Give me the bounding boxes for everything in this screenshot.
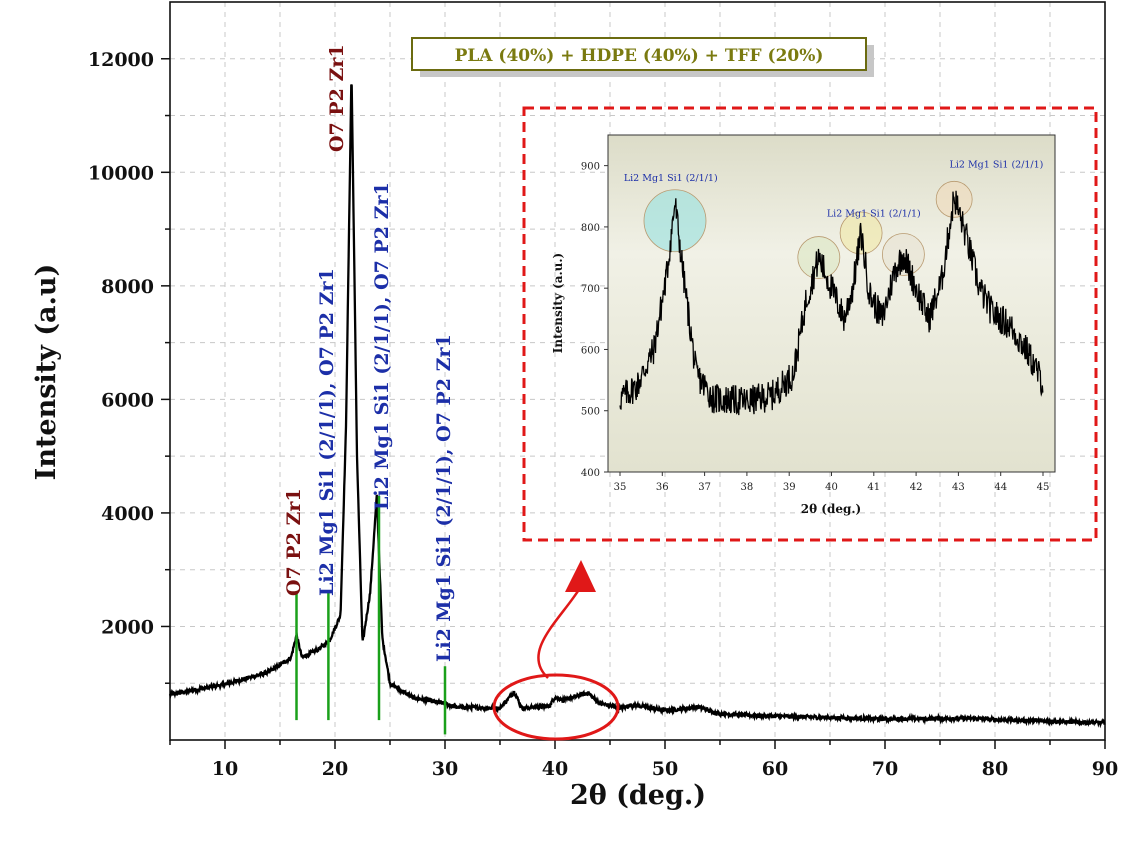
inset-x-tick-label: 45	[1037, 482, 1050, 493]
inset-x-tick-label: 43	[952, 482, 965, 493]
y-tick-label: 10000	[88, 162, 154, 184]
inset-series-line	[619, 190, 1044, 416]
peak-label: Li2 Mg1 Si1 (2/1/1), O7 P2 Zr1	[371, 182, 393, 510]
main-ticks: 10 20 30 40 50 60 70 80 90 2000 4000 6000 8000 10000 1…	[88, 49, 1118, 780]
inset-y-tick-label: 600	[581, 345, 600, 356]
y-axis-title: Intensity (a.u)	[31, 264, 62, 481]
inset-chart: 35 36 37 38 39 40 41 42 43 44 45 400 500 600 700 800 900…	[551, 134, 1056, 516]
main-grid	[170, 2, 1105, 740]
zoom-arrow-head	[565, 560, 596, 592]
inset-dashed-box	[522, 106, 1098, 542]
peak-markers: O7 P2 Zr1 Li2 Mg1 Si1 (2/1/1), O7 P2 Zr1 O…	[283, 44, 455, 735]
main-series-line	[168, 84, 1106, 729]
inset-y-axis-title: Intensity (a.u.)	[551, 253, 565, 353]
main-plot-frame	[169, 1, 1106, 741]
inset-peak-label: Li2 Mg1 Si1 (2/1/1)	[950, 159, 1044, 170]
inset-y-tick-label: 800	[581, 223, 600, 234]
x-tick-label: 70	[872, 758, 898, 780]
x-tick-label: 20	[322, 758, 348, 780]
inset-y-tick-label: 400	[581, 468, 600, 479]
x-tick-label: 60	[762, 758, 788, 780]
inset-x-tick-label: 39	[783, 482, 796, 493]
highlight-ellipse	[492, 673, 620, 741]
y-tick-label: 4000	[101, 503, 154, 525]
peak-label: O7 P2 Zr1	[283, 488, 305, 596]
y-tick-label: 6000	[101, 389, 154, 411]
y-tick-label: 2000	[101, 616, 154, 638]
y-tick-label: 12000	[88, 49, 154, 71]
x-tick-label: 50	[652, 758, 678, 780]
inset-x-tick-label: 40	[825, 482, 838, 493]
peak-label: O7 P2 Zr1	[326, 44, 348, 152]
inset-x-tick-label: 35	[614, 482, 627, 493]
inset-highlight-circle	[643, 189, 707, 253]
inset-x-tick-label: 44	[994, 482, 1007, 493]
inset-peak-label: Li2 Mg1 Si1 (2/1/1)	[827, 208, 921, 219]
peak-label: Li2 Mg1 Si1 (2/1/1), O7 P2 Zr1	[316, 268, 338, 596]
legend-text: PLA (40%) + HDPE (40%) + TFF (20%)	[455, 46, 824, 66]
inset-y-tick-label: 900	[581, 162, 600, 173]
x-tick-label: 10	[212, 758, 238, 780]
legend-box	[411, 37, 867, 71]
peak-label: Li2 Mg1 Si1 (2/1/1), O7 P2 Zr1	[433, 334, 455, 662]
inset-y-tick-label: 500	[581, 407, 600, 418]
inset-x-axis-title: 2θ (deg.)	[801, 502, 861, 516]
x-tick-label: 40	[542, 758, 568, 780]
inset-x-tick-label: 41	[867, 482, 880, 493]
y-tick-label: 8000	[101, 276, 154, 298]
inset-y-tick-label: 700	[581, 284, 600, 295]
inset-annotations: Li2 Mg1 Si1 (2/1/1) Li2 Mg1 Si1 (2/1/1) Li…	[624, 159, 1044, 219]
x-tick-label: 90	[1092, 758, 1118, 780]
x-axis-title: 2θ (deg.)	[570, 780, 706, 811]
inset-ticks: 35 36 37 38 39 40 41 42 43 44 45 400 500 600 700 800 900	[581, 162, 1049, 493]
inset-x-tick-label: 37	[698, 482, 711, 493]
zoom-arrow-stem	[537, 587, 582, 679]
inset-x-tick-label: 38	[741, 482, 754, 493]
inset-x-tick-label: 42	[910, 482, 923, 493]
x-tick-label: 80	[982, 758, 1008, 780]
inset-peak-label: Li2 Mg1 Si1 (2/1/1)	[624, 173, 718, 184]
x-tick-label: 30	[432, 758, 458, 780]
inset-x-tick-label: 36	[656, 482, 669, 493]
